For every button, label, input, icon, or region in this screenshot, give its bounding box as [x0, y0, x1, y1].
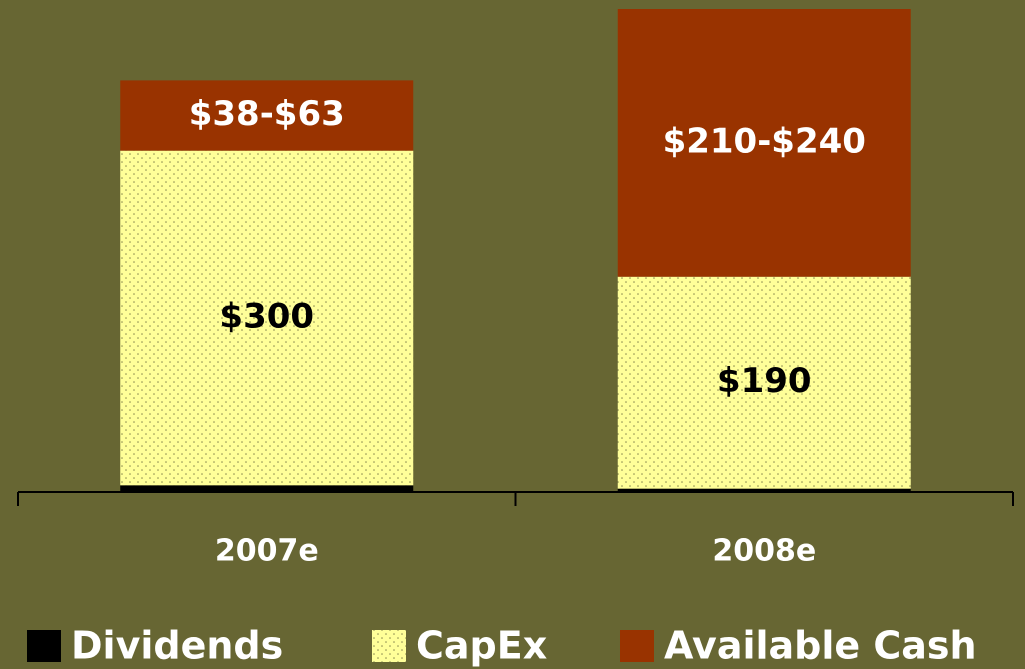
legend-label: Dividends — [71, 624, 283, 668]
bar-segment — [120, 485, 414, 492]
bar-segment — [120, 80, 414, 151]
bar-segment — [617, 276, 911, 489]
bar-segment — [617, 488, 911, 492]
x-tick-label: 2008e — [712, 534, 816, 569]
legend-swatch — [27, 630, 61, 662]
bar-segment — [617, 9, 911, 277]
legend-swatch — [372, 630, 406, 662]
data-label: $190 — [717, 361, 812, 401]
x-tick-label: 2007e — [215, 534, 319, 569]
legend-label: CapEx — [416, 624, 547, 668]
data-label: $38-$63 — [189, 94, 345, 134]
legend-swatch — [620, 630, 654, 662]
data-label: $210-$240 — [663, 121, 866, 161]
bar-segment — [120, 150, 414, 486]
legend-label: Available Cash — [664, 624, 977, 668]
data-label: $300 — [219, 296, 314, 336]
